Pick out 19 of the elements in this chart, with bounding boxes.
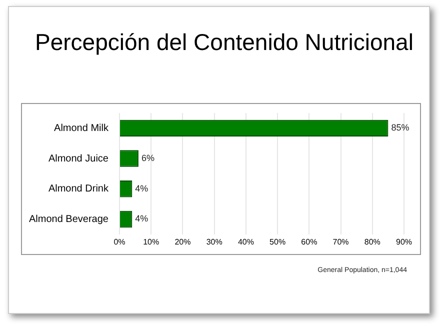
x-tick-label: 30% [206, 237, 222, 246]
y-tick-label: Almond Drink [48, 184, 110, 195]
y-tick-label: Almond Milk [54, 122, 110, 134]
x-tick-label: 60% [301, 237, 318, 246]
x-tick-label: 40% [238, 237, 254, 246]
x-tick-label: 0% [114, 237, 126, 246]
x-tick-label: 50% [270, 237, 286, 246]
x-tick-label: 90% [396, 237, 412, 246]
y-tick-label: Almond Juice [48, 153, 109, 164]
x-tick-label: 70% [332, 237, 349, 246]
data-label: 4% [135, 183, 148, 194]
y-tick-label: Almond Beverage [28, 214, 109, 225]
data-label: 4% [135, 214, 148, 224]
data-label: 6% [141, 153, 154, 164]
chart-title: Percepción del Contenido Nutricional [35, 29, 414, 56]
x-tick-label: 20% [174, 237, 191, 246]
x-tick-label: 10% [143, 237, 160, 246]
data-label: 85% [391, 122, 410, 133]
x-tick-label: 80% [364, 237, 380, 246]
